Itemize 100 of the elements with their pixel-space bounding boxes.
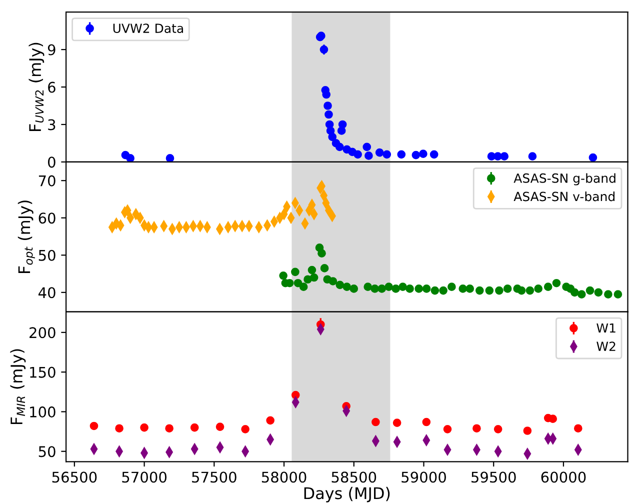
point <box>328 132 337 142</box>
point <box>614 290 622 298</box>
point <box>166 154 174 162</box>
point <box>574 424 582 433</box>
point <box>604 290 612 298</box>
point <box>526 286 534 295</box>
point <box>326 126 335 135</box>
point <box>90 422 98 430</box>
point <box>354 150 362 159</box>
point <box>439 286 448 295</box>
point <box>310 273 318 282</box>
point <box>324 110 333 119</box>
legend-label: W1 <box>596 323 616 333</box>
point <box>328 277 338 286</box>
point <box>362 142 372 152</box>
point <box>503 284 512 293</box>
point <box>475 286 484 295</box>
y-tick-label: 9 <box>48 44 56 56</box>
point <box>517 286 526 295</box>
y-tick-label: 40 <box>38 287 56 298</box>
point <box>325 120 334 129</box>
x-tick-label: 59000 <box>402 472 446 483</box>
point <box>495 286 504 295</box>
legend-label: ASAS-SN v-band <box>514 192 614 202</box>
point <box>398 282 407 291</box>
point <box>190 423 199 432</box>
legend-label: W2 <box>596 342 616 351</box>
point <box>291 268 300 276</box>
point <box>294 278 302 288</box>
y-tick-label: 50 <box>38 250 56 261</box>
point <box>140 423 148 432</box>
y-tick-label: 200 <box>30 327 56 338</box>
point <box>544 282 552 291</box>
point <box>266 416 274 425</box>
point <box>552 278 561 288</box>
point <box>241 424 250 434</box>
point <box>443 424 452 434</box>
point <box>320 264 329 272</box>
point <box>406 284 414 293</box>
point <box>342 282 352 291</box>
point <box>279 271 288 280</box>
x-axis-title: Days (MJD) <box>304 486 390 502</box>
point <box>588 153 598 162</box>
point <box>419 150 428 158</box>
point <box>336 280 344 290</box>
point <box>430 150 438 159</box>
point <box>422 418 431 426</box>
point <box>308 266 316 274</box>
point <box>494 424 502 434</box>
x-tick-label: 57000 <box>122 472 167 483</box>
point <box>528 152 537 160</box>
x-tick-label: 58000 <box>262 472 306 483</box>
y-axis-title: F$_{MIR}$ (mJy) <box>10 349 26 424</box>
point <box>372 418 380 426</box>
point <box>320 45 328 54</box>
point <box>472 424 481 433</box>
y-tick-label: 0 <box>48 156 56 168</box>
point <box>364 152 373 160</box>
point <box>534 284 542 293</box>
point <box>430 286 440 295</box>
point <box>324 102 332 110</box>
point <box>335 142 344 152</box>
point <box>570 288 579 297</box>
legend-label: UVW2 Data <box>113 24 183 34</box>
point <box>291 390 300 400</box>
y-tick-label: 50 <box>38 446 56 458</box>
point <box>338 120 347 129</box>
point <box>412 150 420 160</box>
point <box>577 290 586 298</box>
point <box>299 282 308 291</box>
point <box>382 150 392 159</box>
point <box>548 414 558 424</box>
point <box>350 284 358 293</box>
point <box>594 288 603 297</box>
point <box>392 418 402 427</box>
x-tick-label: 59500 <box>472 472 516 483</box>
x-tick-label: 58500 <box>332 472 376 483</box>
x-tick-label: 60000 <box>541 472 586 483</box>
point <box>126 154 134 162</box>
point <box>485 286 494 295</box>
point <box>500 152 509 160</box>
point <box>586 286 594 295</box>
y-tick-label: 3 <box>48 119 56 130</box>
point <box>318 249 326 258</box>
point <box>487 152 496 160</box>
point <box>392 284 400 293</box>
y-axis-title: F$_{UVW2}$ (mJy) <box>28 42 44 131</box>
point <box>364 282 372 291</box>
point <box>384 282 393 291</box>
point <box>523 426 532 435</box>
y-tick-label: 60 <box>38 212 56 224</box>
point <box>378 284 386 293</box>
y-axis-title: F$_{opt}$ (mJy) <box>18 200 35 274</box>
y-tick-label: 100 <box>30 406 56 418</box>
point <box>115 424 124 433</box>
point <box>337 126 346 135</box>
x-tick-label: 57500 <box>192 472 236 483</box>
point <box>422 284 431 293</box>
point <box>458 284 468 293</box>
y-tick-label: 70 <box>38 175 56 186</box>
